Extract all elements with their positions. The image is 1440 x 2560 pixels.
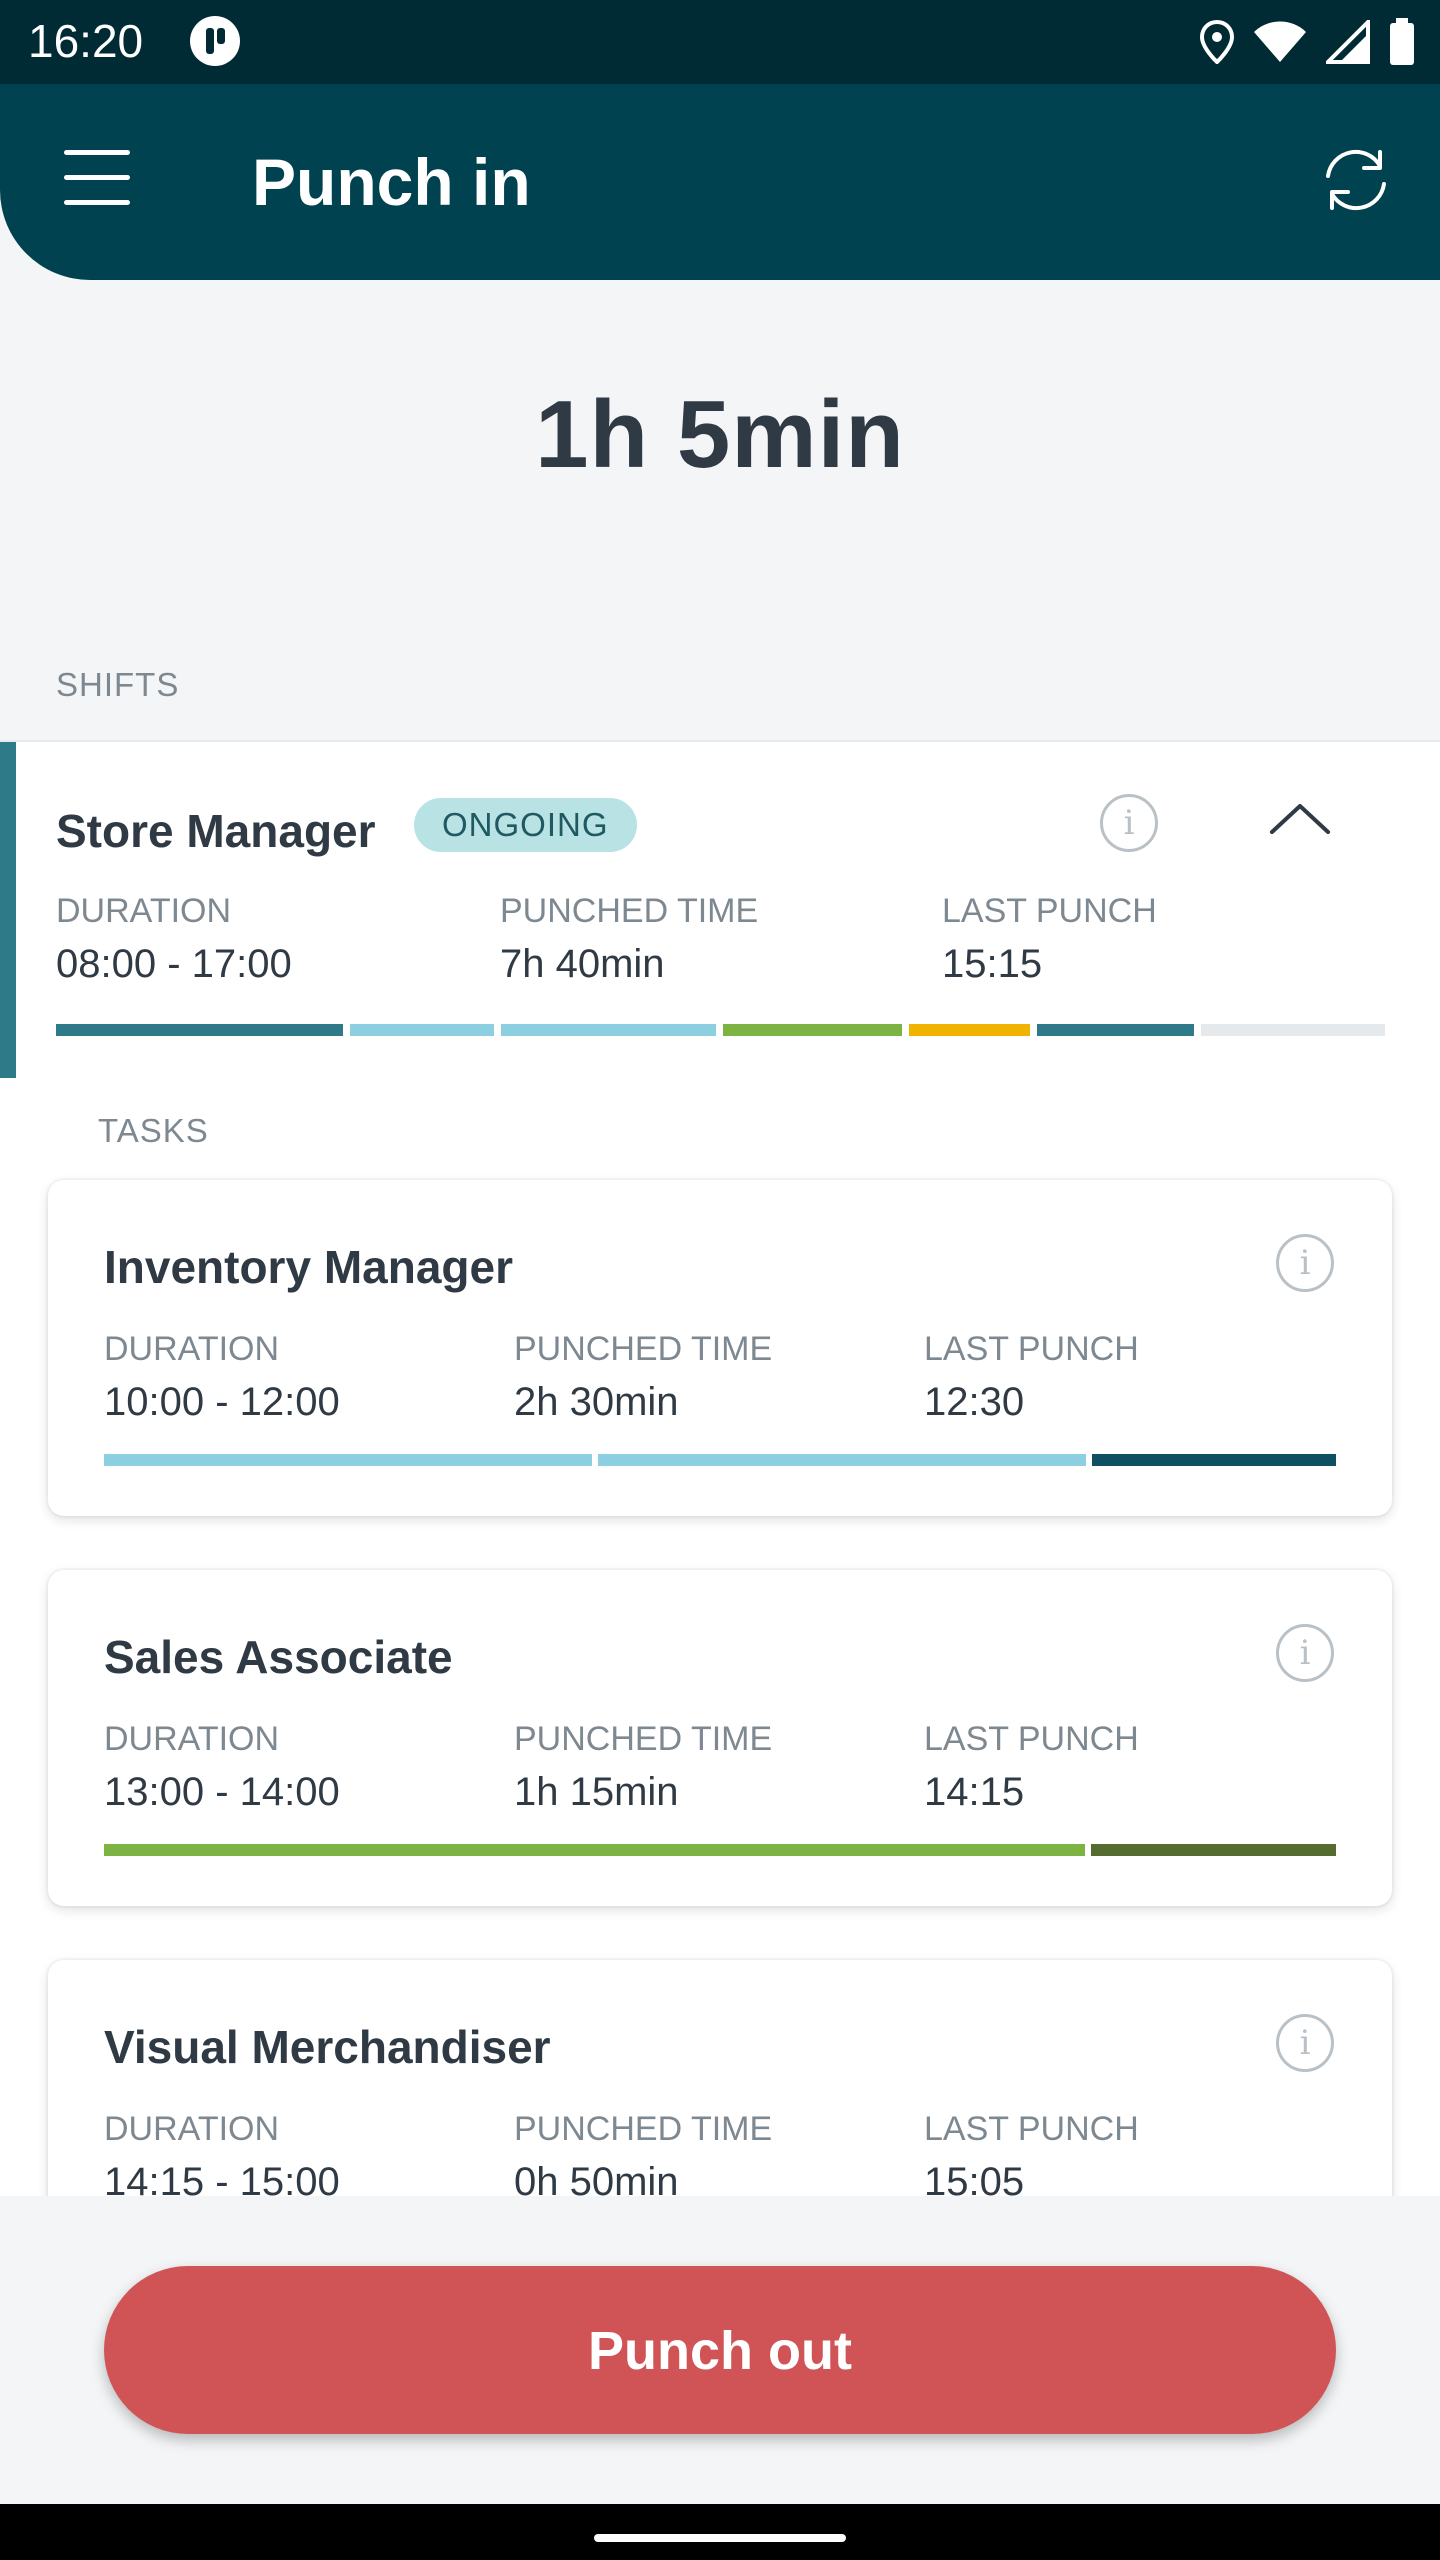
- punched-time-value: 0h 50min: [514, 2160, 679, 2198]
- home-gesture-pill[interactable]: [594, 2534, 846, 2542]
- elapsed-timer: 1h 5min: [535, 381, 905, 488]
- progress-segment: [598, 1454, 1086, 1466]
- status-icons: [1200, 14, 1416, 70]
- task-card[interactable]: Inventory Manager i DURATION 10:00 - 12:…: [48, 1180, 1392, 1516]
- status-bar: 16:20: [0, 0, 1440, 84]
- wifi-icon: [1254, 21, 1306, 62]
- progress-segment: [501, 1024, 716, 1036]
- task-info-icon[interactable]: i: [1276, 1234, 1334, 1292]
- task-title: Inventory Manager: [104, 1241, 513, 1293]
- duration-label: DURATION: [104, 1330, 280, 1368]
- shift-title: Store Manager: [56, 805, 376, 857]
- duration-label: DURATION: [104, 1720, 280, 1758]
- page-title: Punch in: [252, 145, 531, 219]
- last-punch-value: 14:15: [924, 1770, 1025, 1814]
- task-card[interactable]: Sales Associate i DURATION 13:00 - 14:00…: [48, 1570, 1392, 1906]
- bottom-action-panel: Punch out: [0, 2196, 1440, 2504]
- punch-out-button[interactable]: Punch out: [104, 2266, 1336, 2434]
- punched-time-label: PUNCHED TIME: [514, 2110, 773, 2148]
- location-icon: [1200, 20, 1234, 64]
- duration-value: 10:00 - 12:00: [104, 1380, 340, 1424]
- last-punch-value: 15:15: [942, 942, 1043, 986]
- shift-info-icon[interactable]: i: [1100, 794, 1158, 852]
- status-time: 16:20: [28, 15, 144, 67]
- progress-segment: [104, 1844, 1085, 1856]
- punched-time-value: 1h 15min: [514, 1770, 679, 1814]
- progress-segment: [1201, 1024, 1385, 1036]
- duration-label: DURATION: [104, 2110, 280, 2148]
- battery-icon: [1390, 18, 1414, 65]
- shift-card[interactable]: Store Manager ONGOING i DURATION 08:00 -…: [0, 742, 1440, 1078]
- refresh-icon[interactable]: [1318, 142, 1394, 218]
- last-punch-label: LAST PUNCH: [924, 1330, 1139, 1368]
- shifts-list[interactable]: Store Manager ONGOING i DURATION 08:00 -…: [0, 740, 1440, 2198]
- progress-segment: [104, 1454, 592, 1466]
- punched-time-label: PUNCHED TIME: [500, 892, 759, 930]
- duration-value: 14:15 - 15:00: [104, 2160, 340, 2198]
- progress-segment: [56, 1024, 343, 1036]
- last-punch-label: LAST PUNCH: [942, 892, 1157, 930]
- last-punch-value: 12:30: [924, 1380, 1025, 1424]
- shifts-section-label: SHIFTS: [56, 666, 180, 703]
- app-notification-icon: [190, 16, 240, 66]
- signal-icon: [1326, 20, 1370, 64]
- duration-value: 08:00 - 17:00: [56, 942, 292, 986]
- chevron-up-icon[interactable]: [1262, 792, 1338, 842]
- task-card[interactable]: Visual Merchandiser i DURATION 14:15 - 1…: [48, 1960, 1392, 2198]
- app-header: Punch in: [0, 84, 1440, 280]
- progress-segment: [350, 1024, 494, 1036]
- task-info-icon[interactable]: i: [1276, 1624, 1334, 1682]
- last-punch-value: 15:05: [924, 2160, 1025, 2198]
- duration-label: DURATION: [56, 892, 232, 930]
- system-nav-bar: [0, 2504, 1440, 2560]
- progress-segment: [1091, 1844, 1336, 1856]
- last-punch-label: LAST PUNCH: [924, 2110, 1139, 2148]
- menu-icon[interactable]: [64, 150, 130, 205]
- shift-accent-bar: [0, 742, 16, 1078]
- status-badge: ONGOING: [414, 798, 637, 852]
- punched-time-label: PUNCHED TIME: [514, 1330, 773, 1368]
- task-info-icon[interactable]: i: [1276, 2014, 1334, 2072]
- punched-time-value: 7h 40min: [500, 942, 665, 986]
- duration-value: 13:00 - 14:00: [104, 1770, 340, 1814]
- progress-segment: [723, 1024, 902, 1036]
- task-title: Sales Associate: [104, 1631, 453, 1683]
- progress-segment: [909, 1024, 1030, 1036]
- punched-time-label: PUNCHED TIME: [514, 1720, 773, 1758]
- tasks-section-label: TASKS: [98, 1112, 209, 1149]
- progress-segment: [1092, 1454, 1336, 1466]
- progress-segment: [1037, 1024, 1194, 1036]
- task-title: Visual Merchandiser: [104, 2021, 551, 2073]
- punched-time-value: 2h 30min: [514, 1380, 679, 1424]
- last-punch-label: LAST PUNCH: [924, 1720, 1139, 1758]
